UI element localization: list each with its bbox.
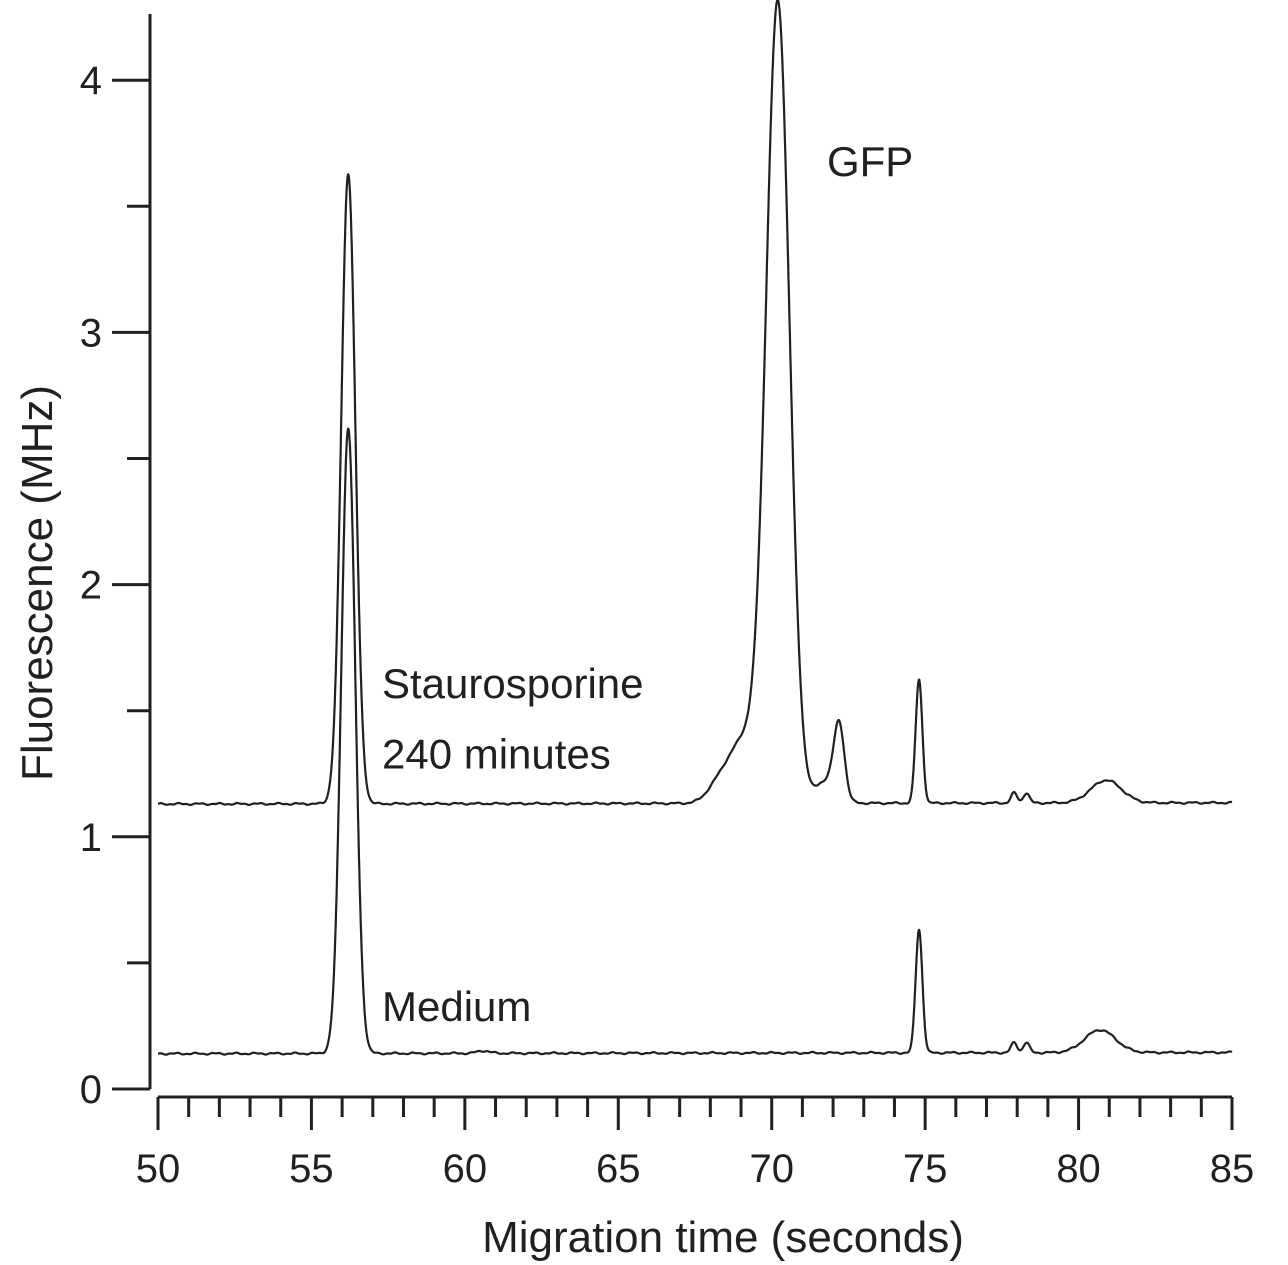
y-tick-label: 0 xyxy=(80,1068,102,1112)
y-axis-title: Fluorescence (MHz) xyxy=(13,385,62,781)
x-tick-label: 50 xyxy=(136,1147,181,1191)
x-tick-label: 85 xyxy=(1210,1147,1255,1191)
series-trace-staurosporine xyxy=(157,0,1233,806)
y-tick-label: 1 xyxy=(80,816,102,860)
x-tick-label: 60 xyxy=(443,1147,488,1191)
y-tick-label: 4 xyxy=(80,59,102,103)
annotation-label: 240 minutes xyxy=(382,731,611,778)
annotation-label: Medium xyxy=(382,983,531,1030)
x-tick-label: 80 xyxy=(1056,1147,1101,1191)
y-tick-label: 2 xyxy=(80,564,102,608)
series-layer xyxy=(157,0,1233,1056)
x-axis-title: Migration time (seconds) xyxy=(482,1213,964,1262)
x-ticks: 50 55 60 65 70 75 80 85 xyxy=(136,1097,1255,1191)
y-tick-label: 3 xyxy=(80,311,102,355)
axes: 0 1 2 3 4 50 55 60 65 70 75 80 85 xyxy=(80,14,1255,1191)
x-tick-label: 65 xyxy=(596,1147,641,1191)
annotation-layer: GFP Staurosporine 240 minutes Medium xyxy=(382,138,913,1030)
series-trace-medium xyxy=(157,427,1233,1056)
x-tick-label: 75 xyxy=(903,1147,948,1191)
x-tick-label: 55 xyxy=(289,1147,334,1191)
annotation-label: Staurosporine xyxy=(382,660,644,707)
annotation-label: GFP xyxy=(827,138,913,185)
y-ticks: 0 1 2 3 4 xyxy=(80,59,150,1112)
x-tick-label: 70 xyxy=(749,1147,794,1191)
